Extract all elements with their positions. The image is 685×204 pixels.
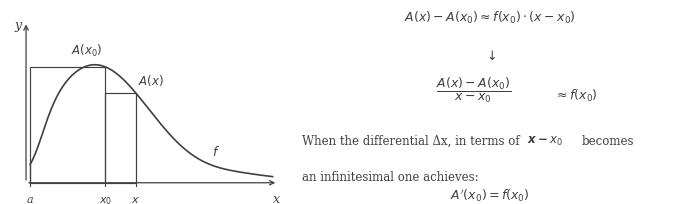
Text: $\boldsymbol{x - x_0}$: $\boldsymbol{x - x_0}$ bbox=[527, 135, 563, 148]
Text: $\approx f(x_0)$: $\approx f(x_0)$ bbox=[553, 88, 597, 104]
Text: $A(x)$: $A(x)$ bbox=[138, 73, 164, 88]
Text: When the differential Δ​x, in terms of: When the differential Δ​x, in terms of bbox=[302, 135, 524, 148]
Text: $A(x_0)$: $A(x_0)$ bbox=[71, 43, 103, 59]
Text: $\dfrac{A(x) - A(x_0)}{x - x_0}$: $\dfrac{A(x) - A(x_0)}{x - x_0}$ bbox=[436, 75, 512, 105]
Text: $x_0$: $x_0$ bbox=[99, 195, 112, 204]
Text: an infinitesimal one achieves:: an infinitesimal one achieves: bbox=[302, 171, 479, 184]
Text: $f$: $f$ bbox=[212, 145, 221, 159]
Bar bbox=[30, 67, 105, 183]
Text: $A(x) - A(x_0) \approx f(x_0) \cdot (x - x_0)$: $A(x) - A(x_0) \approx f(x_0) \cdot (x -… bbox=[404, 10, 575, 26]
Text: becomes: becomes bbox=[582, 135, 634, 148]
Text: x: x bbox=[273, 193, 280, 204]
Text: $\downarrow$: $\downarrow$ bbox=[484, 49, 496, 63]
Text: $A^{\prime}(x_0) = f(x_0)$: $A^{\prime}(x_0) = f(x_0)$ bbox=[450, 187, 530, 204]
Text: y: y bbox=[15, 19, 22, 32]
Text: a: a bbox=[27, 195, 34, 204]
Bar bbox=[105, 93, 136, 183]
Text: $x$: $x$ bbox=[131, 195, 140, 204]
